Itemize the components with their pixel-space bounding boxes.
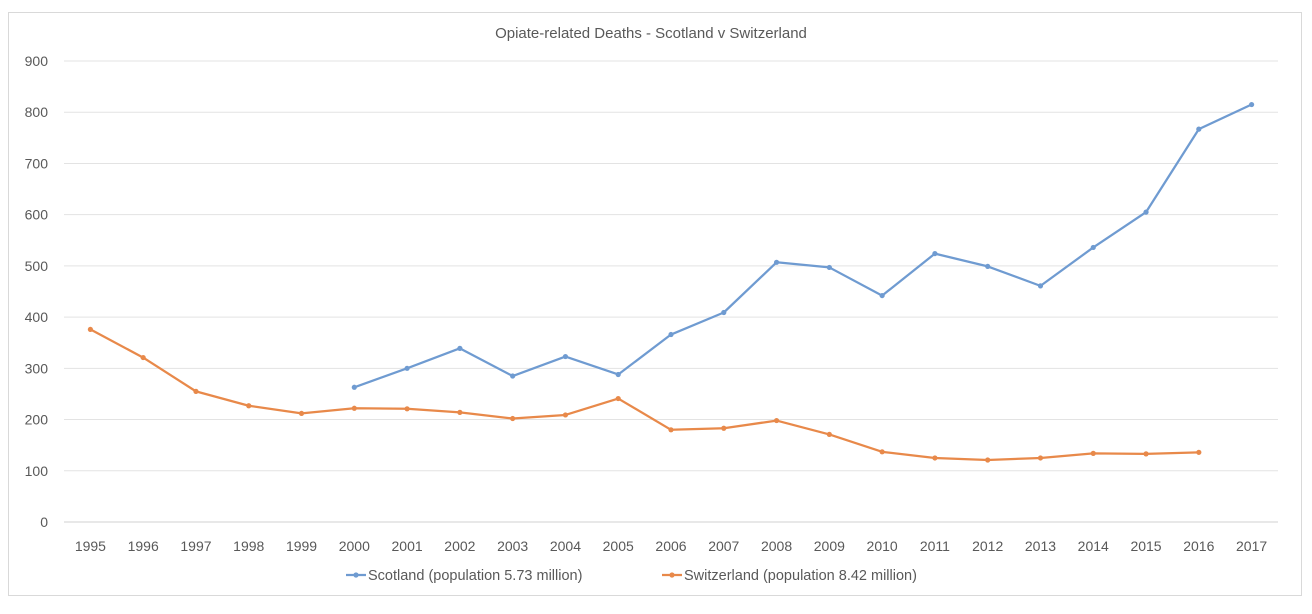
data-point: [1037, 283, 1044, 289]
series-0: [351, 101, 1255, 390]
legend: Scotland (population 5.73 million) Switze…: [346, 568, 917, 584]
data-point: [1143, 209, 1149, 215]
data-point: [615, 371, 621, 378]
data-point: [510, 373, 516, 379]
data-point: [985, 263, 991, 270]
x-tick-label: 1998: [233, 538, 264, 554]
legend-swatch-marker: [669, 572, 675, 578]
x-tick-label: 2017: [1236, 538, 1267, 554]
series-1: [87, 326, 1202, 463]
legend-swatch-marker: [353, 572, 359, 578]
data-point: [562, 412, 569, 418]
data-point: [1196, 126, 1202, 132]
data-point: [351, 384, 357, 390]
data-point: [1090, 450, 1096, 456]
x-tick-label: 2006: [655, 538, 686, 554]
data-point: [773, 259, 780, 265]
y-tick-label: 100: [25, 463, 49, 479]
y-tick-label: 300: [25, 360, 49, 376]
data-point: [351, 405, 357, 411]
data-point: [773, 417, 780, 424]
x-tick-label: 2007: [708, 538, 739, 554]
data-point: [457, 345, 463, 351]
x-tick-label: 1995: [75, 538, 106, 554]
data-point: [1037, 455, 1044, 461]
legend-item: Switzerland (population 8.42 million): [662, 568, 917, 584]
x-tick-label: 2015: [1130, 538, 1161, 554]
data-point: [721, 425, 727, 431]
x-tick-label: 2012: [972, 538, 1003, 554]
legend-item: Scotland (population 5.73 million): [346, 568, 582, 584]
data-point: [879, 292, 885, 299]
y-tick-label: 600: [25, 207, 49, 223]
x-tick-label: 2010: [867, 538, 898, 554]
series-line: [353, 103, 1253, 389]
data-point: [668, 331, 674, 338]
y-tick-label: 400: [25, 309, 49, 325]
x-tick-label: 2005: [603, 538, 634, 554]
x-axis-ticks: 1995 1996 1997 1998 1999 2000 2001 2002 2003 2004…: [75, 538, 1268, 554]
data-point: [668, 427, 674, 433]
y-tick-label: 200: [25, 412, 49, 428]
x-tick-label: 2013: [1025, 538, 1056, 554]
data-point: [932, 250, 938, 257]
x-tick-label: 2009: [814, 538, 845, 554]
data-point: [246, 403, 252, 409]
data-point: [1090, 244, 1096, 251]
y-tick-label: 900: [25, 53, 49, 69]
x-tick-label: 2008: [761, 538, 792, 554]
data-point: [457, 409, 463, 415]
x-tick-label: 2003: [497, 538, 528, 554]
chart-title: Opiate-related Deaths - Scotland v Switz…: [495, 25, 807, 42]
y-axis-ticks: 0 100 200 300 400 500 600 700 800 900: [25, 53, 49, 530]
data-point: [826, 431, 832, 438]
data-point: [87, 326, 93, 333]
y-tick-label: 500: [25, 258, 49, 274]
gridlines: [64, 60, 1278, 523]
x-tick-label: 2000: [339, 538, 370, 554]
data-point: [562, 353, 569, 360]
series-lines: [87, 101, 1255, 463]
data-point: [1143, 451, 1149, 457]
data-point: [510, 415, 516, 422]
x-tick-label: 2002: [444, 538, 475, 554]
data-point: [932, 455, 938, 461]
x-tick-label: 2001: [392, 538, 423, 554]
data-point: [721, 309, 727, 316]
chart-frame: [8, 12, 1302, 596]
y-tick-label: 0: [40, 514, 48, 530]
data-point: [298, 410, 305, 417]
data-point: [615, 395, 621, 402]
x-tick-label: 1997: [180, 538, 211, 554]
data-point: [140, 354, 146, 361]
x-tick-label: 2011: [920, 538, 950, 554]
data-point: [1196, 449, 1202, 455]
series-line: [89, 328, 1200, 462]
data-point: [404, 365, 410, 371]
data-point: [1249, 101, 1255, 108]
x-tick-label: 1999: [286, 538, 317, 554]
legend-label: Scotland (population 5.73 million): [368, 568, 582, 584]
x-tick-label: 1996: [128, 538, 159, 554]
x-tick-label: 2004: [550, 538, 581, 554]
y-tick-label: 800: [25, 104, 49, 120]
data-point: [404, 406, 410, 412]
data-point: [879, 449, 885, 455]
data-point: [193, 388, 199, 394]
x-tick-label: 2014: [1078, 538, 1109, 554]
y-tick-label: 700: [25, 155, 49, 171]
data-point: [985, 457, 991, 463]
legend-label: Switzerland (population 8.42 million): [684, 568, 917, 584]
data-point: [826, 264, 832, 271]
x-tick-label: 2016: [1183, 538, 1214, 554]
